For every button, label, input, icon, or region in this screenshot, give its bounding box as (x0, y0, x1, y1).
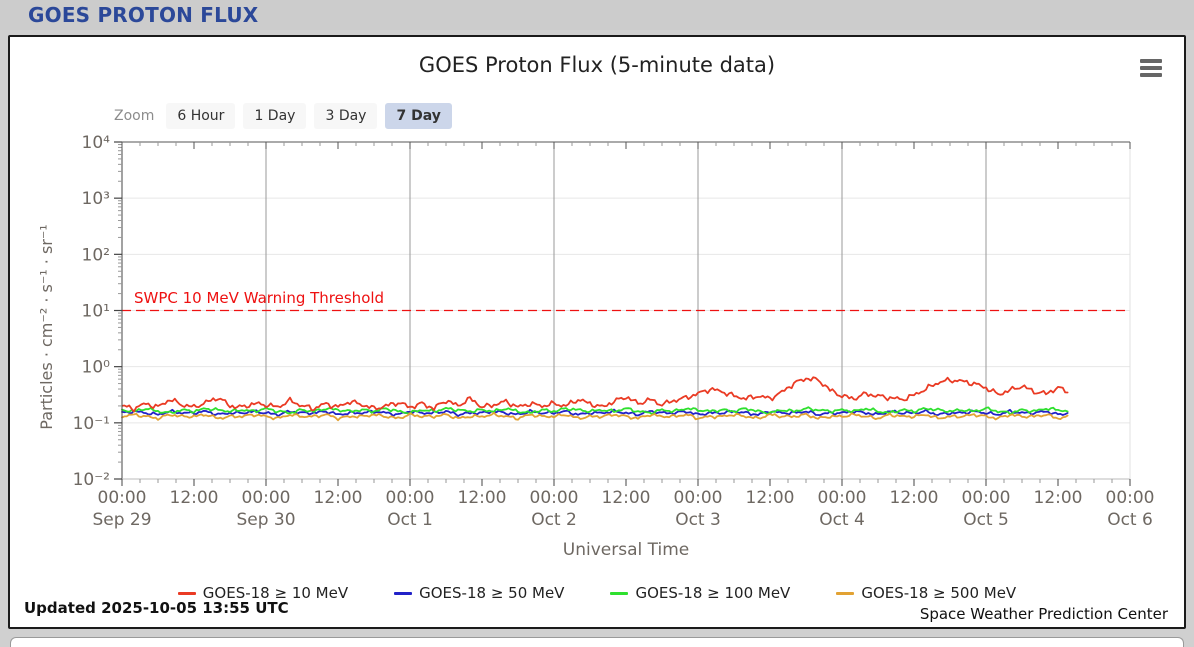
x-tick-date-label: Oct 4 (819, 510, 865, 530)
series-line-goes-18-500-mev[interactable] (121, 411, 1069, 422)
y-tick-label: 10¹ (82, 302, 110, 322)
x-tick-time-label: 00:00 (1106, 488, 1155, 508)
zoom-button-3-day[interactable]: 3 Day (314, 103, 378, 129)
x-tick-time-label: 12:00 (1034, 488, 1083, 508)
page-title: GOES PROTON FLUX (28, 3, 259, 27)
legend-label: GOES-18 ≥ 100 MeV (635, 584, 791, 602)
menu-bar (1140, 59, 1162, 63)
legend-swatch (836, 591, 855, 595)
legend-label: GOES-18 ≥ 10 MeV (202, 584, 349, 602)
threshold-label: SWPC 10 MeV Warning Threshold (134, 289, 384, 307)
page-header-bar: GOES PROTON FLUX (0, 0, 1194, 30)
legend-item-goes-18-100-mev[interactable]: GOES-18 ≥ 100 MeV (610, 584, 790, 602)
x-tick-date-label: Sep 29 (92, 510, 151, 530)
x-tick-time-label: 00:00 (242, 488, 291, 508)
series-line-goes-18-100-mev[interactable] (121, 406, 1069, 416)
x-tick-time-label: 12:00 (314, 488, 363, 508)
menu-bar (1140, 73, 1162, 77)
x-tick-time-label: 12:00 (602, 488, 651, 508)
x-tick-time-label: 00:00 (98, 488, 147, 508)
x-tick-time-label: 00:00 (674, 488, 723, 508)
y-axis-title: Particles · cm⁻² · s⁻¹ · sr⁻¹ (37, 224, 56, 429)
updated-timestamp: Updated 2025-10-05 13:55 UTC (24, 599, 289, 617)
x-tick-date-label: Oct 1 (387, 510, 433, 530)
x-tick-time-label: 12:00 (890, 488, 939, 508)
legend-label: GOES-18 ≥ 50 MeV (419, 584, 565, 602)
legend-label: GOES-18 ≥ 500 MeV (861, 584, 1017, 602)
x-tick-time-label: 00:00 (530, 488, 579, 508)
zoom-button-6-hour[interactable]: 6 Hour (166, 103, 236, 129)
y-tick-label: 10⁴ (82, 133, 111, 153)
x-tick-time-label: 12:00 (458, 488, 507, 508)
x-tick-date-label: Oct 5 (963, 510, 1009, 530)
y-tick-label: 10⁻² (73, 470, 110, 490)
hamburger-menu-icon[interactable] (1140, 59, 1164, 77)
zoom-label: Zoom (114, 108, 155, 124)
zoom-button-1-day[interactable]: 1 Day (243, 103, 307, 129)
y-tick-label: 10⁰ (82, 358, 111, 378)
legend-swatch (394, 591, 413, 595)
series-line-goes-18-50-mev[interactable] (121, 408, 1069, 417)
series-line-goes-18-10-mev[interactable] (121, 376, 1069, 413)
x-tick-date-label: Oct 6 (1107, 510, 1153, 530)
data-series (121, 376, 1069, 422)
zoom-toolbar: Zoom 6 Hour 1 Day 3 Day 7 Day (114, 103, 452, 129)
legend-item-goes-18-500-mev[interactable]: GOES-18 ≥ 500 MeV (836, 584, 1016, 602)
chart-panel: GOES Proton Flux (5-minute data) Zoom 6 … (8, 35, 1186, 629)
legend-item-goes-18-50-mev[interactable]: GOES-18 ≥ 50 MeV (394, 584, 564, 602)
x-tick-time-label: 12:00 (746, 488, 795, 508)
zoom-button-7-day[interactable]: 7 Day (385, 103, 452, 129)
legend-swatch (177, 591, 196, 595)
x-tick-time-label: 00:00 (962, 488, 1011, 508)
y-tick-label: 10² (82, 245, 110, 265)
x-axis-title: Universal Time (563, 540, 689, 560)
chart-legend: GOES-18 ≥ 10 MeV GOES-18 ≥ 50 MeV GOES-18 … (10, 584, 1184, 602)
x-tick-date-label: Oct 3 (675, 510, 721, 530)
x-tick-date-label: Oct 2 (531, 510, 577, 530)
y-tick-label: 10⁻¹ (73, 414, 110, 434)
x-tick-date-label: Sep 30 (236, 510, 295, 530)
axes-and-ticks (114, 141, 1131, 486)
menu-bar (1140, 66, 1162, 70)
x-tick-time-label: 12:00 (170, 488, 219, 508)
y-tick-label: 10³ (82, 189, 110, 209)
x-tick-time-label: 00:00 (386, 488, 435, 508)
next-panel-top-edge (10, 637, 1184, 647)
chart-title: GOES Proton Flux (5-minute data) (418, 53, 776, 77)
legend-swatch (610, 591, 629, 595)
legend-item-goes-18-10-mev[interactable]: GOES-18 ≥ 10 MeV (177, 584, 349, 602)
credit-text: Space Weather Prediction Center (919, 605, 1168, 623)
x-tick-time-label: 00:00 (818, 488, 867, 508)
